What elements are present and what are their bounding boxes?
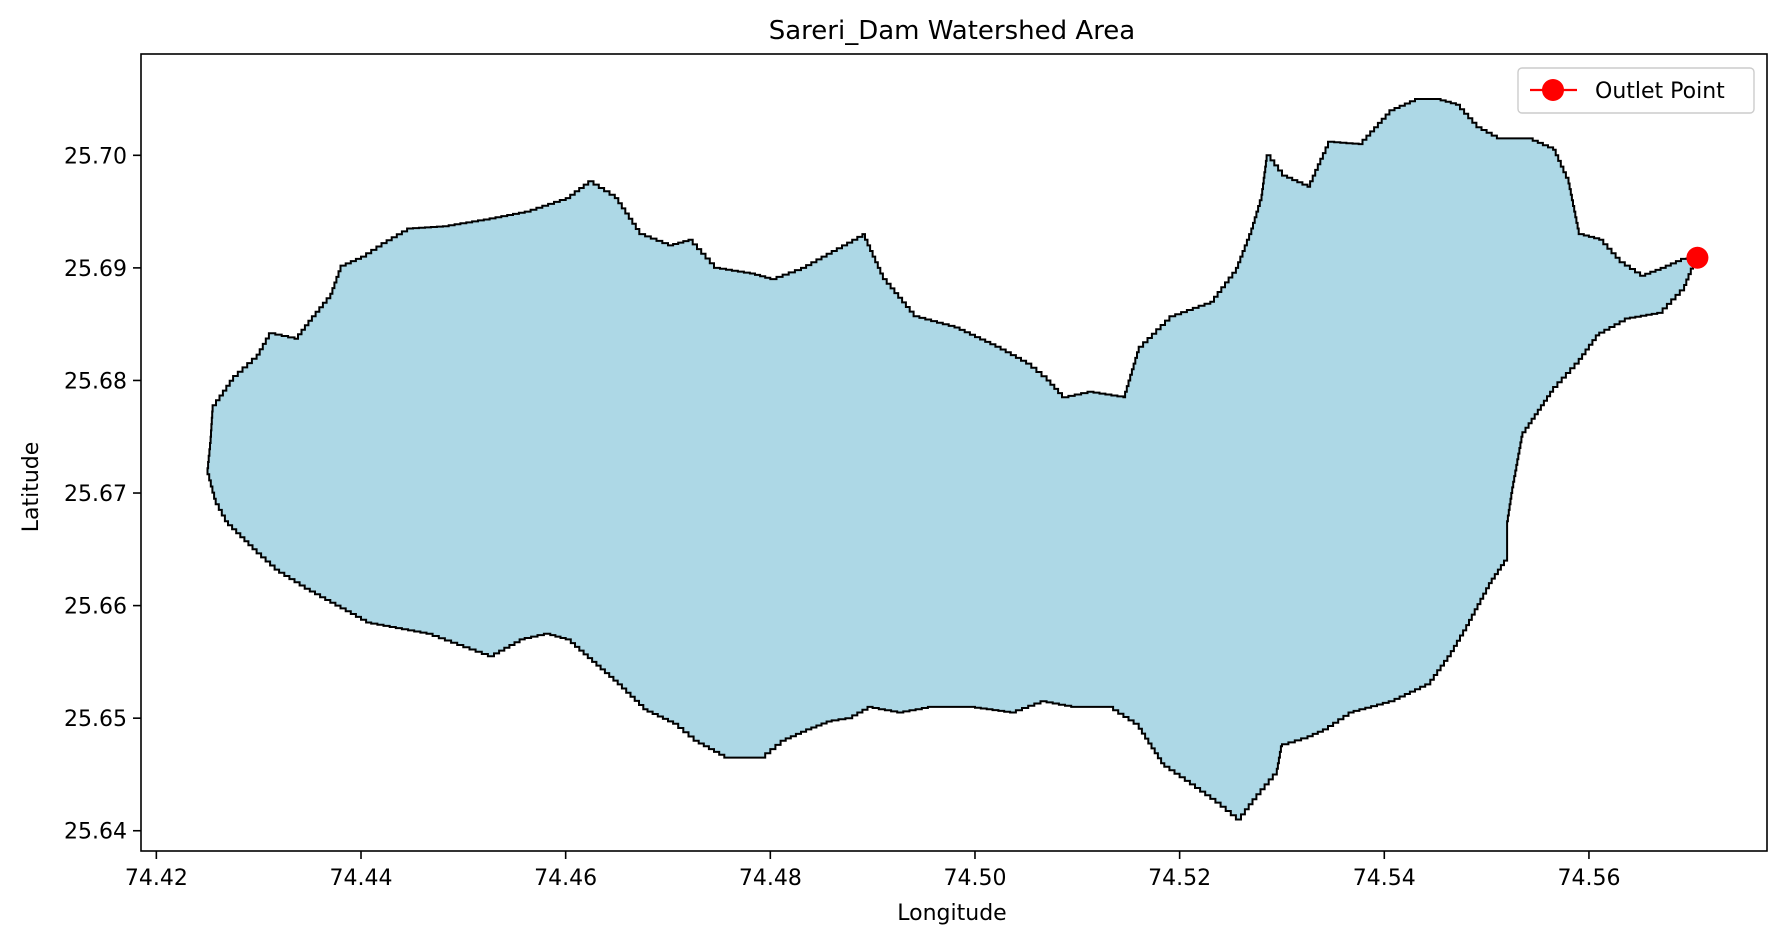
x-axis-ticks: 74.42 74.44 74.46 74.48 74.50 74.52 74.54 74.56	[125, 851, 1620, 891]
y-tick-label: 25.68	[64, 369, 127, 394]
y-tick-label: 25.69	[64, 257, 127, 282]
chart-title: Sareri_Dam Watershed Area	[769, 16, 1136, 46]
x-tick-label: 74.56	[1557, 866, 1620, 891]
x-tick-label: 74.52	[1148, 866, 1211, 891]
x-tick-label: 74.44	[330, 866, 393, 891]
y-tick-label: 25.65	[64, 707, 127, 732]
y-tick-label: 25.66	[64, 595, 127, 620]
legend-outlet-marker	[1542, 79, 1564, 101]
legend-outlet-label: Outlet Point	[1595, 79, 1725, 104]
plot-area	[206, 98, 1709, 821]
watershed-polygon	[206, 98, 1699, 821]
y-axis-label: Latitude	[19, 442, 44, 533]
y-tick-label: 25.64	[64, 820, 127, 845]
x-tick-label: 74.54	[1353, 866, 1416, 891]
axes-frame	[140, 53, 1768, 852]
x-axis-label: Longitude	[897, 901, 1006, 926]
x-tick-label: 74.46	[534, 866, 597, 891]
y-tick-label: 25.67	[64, 482, 127, 507]
legend: Outlet Point	[1517, 67, 1755, 114]
x-tick-label: 74.50	[943, 866, 1006, 891]
outlet-point-marker	[1686, 246, 1709, 269]
x-tick-label: 74.48	[739, 866, 802, 891]
legend-box	[1517, 67, 1755, 114]
x-tick-label: 74.42	[125, 866, 188, 891]
y-tick-label: 25.70	[64, 144, 127, 169]
y-axis-ticks: 25.64 25.65 25.66 25.67 25.68 25.69 25.70	[64, 144, 141, 845]
